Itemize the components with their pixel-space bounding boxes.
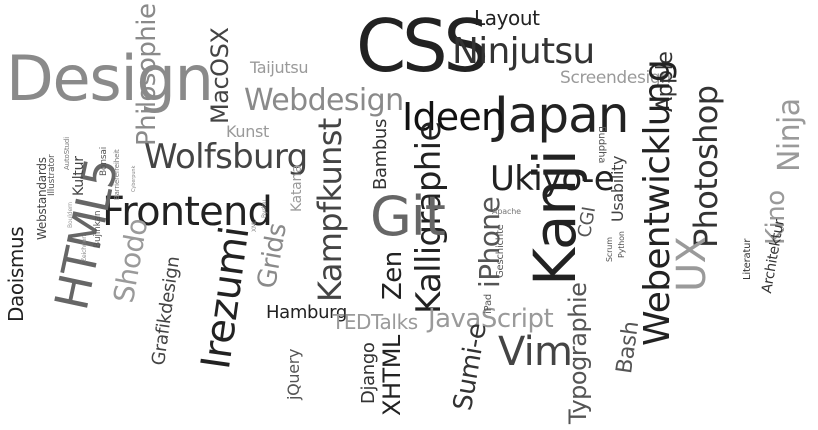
word-bambus: Bambus bbox=[370, 119, 391, 190]
word-grafikdesign: Grafikdesign bbox=[148, 255, 185, 367]
word-kampfkunst: Kampfkunst bbox=[311, 118, 349, 302]
word-tedtalks: TEDTalks bbox=[332, 310, 418, 334]
word-xhtml: XHTML bbox=[378, 335, 406, 416]
word-macosx: MacOSX bbox=[206, 27, 234, 124]
word-ideen: Ideen bbox=[402, 95, 505, 139]
word-design: Design bbox=[6, 42, 214, 115]
word-webdesign: Webdesign bbox=[244, 83, 404, 118]
word-ipad: iPad bbox=[483, 293, 494, 314]
word-cgi: CGI bbox=[574, 205, 601, 240]
word-zeichnen: Zeichnen bbox=[81, 235, 88, 262]
word-ninja: Ninja bbox=[772, 98, 807, 172]
word-taijutsu: Taijutsu bbox=[250, 58, 309, 77]
word-bash: Bash bbox=[612, 319, 645, 376]
word-autostudi: AutoStudi bbox=[63, 136, 71, 170]
word-jquery: jQuery bbox=[284, 348, 303, 400]
word-vim: Vim bbox=[498, 329, 573, 375]
word-literatur: Literatur bbox=[742, 238, 753, 280]
word-layout: Layout bbox=[474, 6, 540, 30]
word-typographie: Typographie bbox=[564, 282, 592, 424]
word-barrierefreiheit: Barrierefreiheit bbox=[113, 149, 121, 200]
word-buddha: Buddha bbox=[596, 126, 607, 164]
word-zen: Zen bbox=[378, 251, 408, 300]
word-geschichte: Geschichte bbox=[495, 224, 506, 278]
word-bujinkan: Bujinkan bbox=[93, 210, 103, 248]
word-apache: Apache bbox=[492, 207, 521, 216]
word-git: Git bbox=[370, 185, 446, 248]
word-kunst: Kunst bbox=[226, 122, 269, 141]
word-sumi-e: Sumi-e bbox=[448, 321, 493, 413]
word-wolfsburg: Wolfsburg bbox=[144, 137, 308, 177]
word-scrum: Scrum bbox=[605, 237, 614, 262]
word-django: Django bbox=[358, 342, 379, 404]
word-cyberpunk: Cyberpunk bbox=[131, 165, 137, 192]
word-screendesign: Screendesign bbox=[560, 68, 671, 88]
word-daoismus: Daoismus bbox=[4, 226, 28, 322]
word-philosophie: Philosophie bbox=[132, 3, 162, 146]
word-bydou: Bydou bbox=[261, 199, 268, 218]
word-css: CSS bbox=[356, 4, 489, 88]
word-webentwicklung: Webentwicklung bbox=[637, 59, 678, 346]
word-python: Python bbox=[617, 231, 626, 258]
word-hamburg: Hamburg bbox=[266, 302, 347, 323]
word-ninjutsu: Ninjutsu bbox=[452, 31, 595, 72]
word-ukiyo-e: Ukiyo-e bbox=[490, 159, 615, 199]
word-photoshop: Photoshop bbox=[687, 85, 725, 248]
word-japan: Japan bbox=[494, 86, 629, 144]
word-bonsai: Bonsai bbox=[99, 146, 109, 176]
word-xml: XML bbox=[251, 219, 258, 232]
word-frontend: Frontend bbox=[102, 189, 273, 235]
word-bouldern: Bouldern bbox=[67, 202, 74, 228]
word-illustrator: Illustrator bbox=[47, 154, 57, 196]
word-kultur: Kultur bbox=[71, 156, 87, 196]
word-ux: UX bbox=[669, 236, 715, 292]
word-javascript: JavaScript bbox=[428, 304, 554, 334]
word-irezumi: Irezumi bbox=[193, 224, 259, 372]
word-katana: Katana bbox=[289, 164, 305, 212]
